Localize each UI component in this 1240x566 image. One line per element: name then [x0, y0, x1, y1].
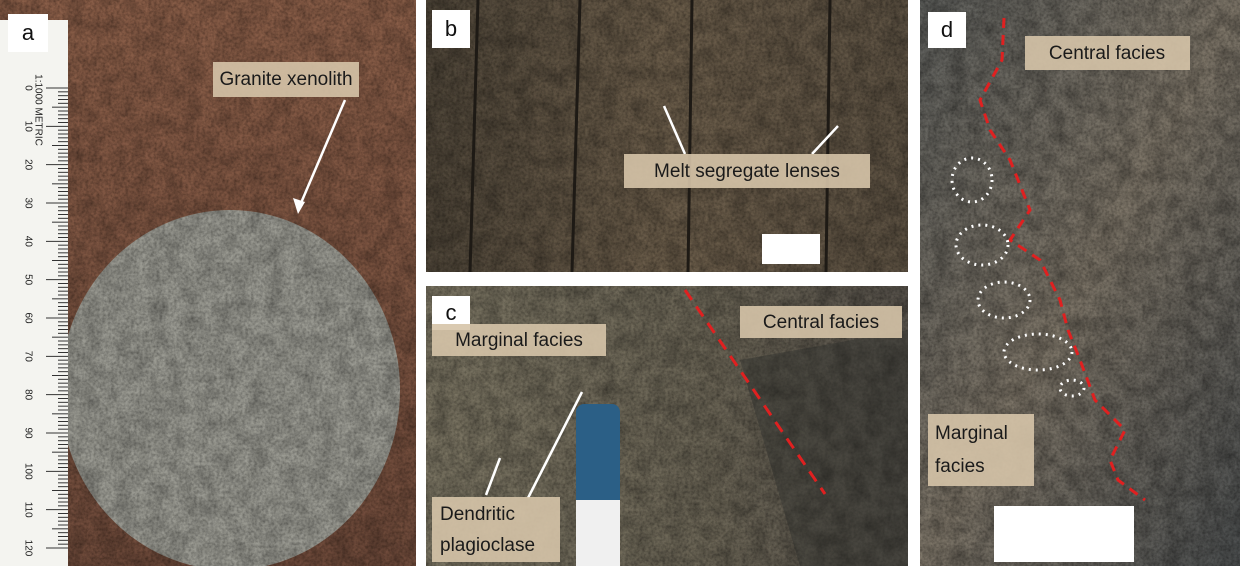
ruler-label: 20 — [22, 159, 33, 171]
figure: 0 10 20 30 40 50 60 70 80 90 100 110 120 1:1000 METR… — [0, 0, 1240, 566]
ruler-label: 60 — [22, 312, 33, 324]
label: Granite xenolith — [219, 69, 352, 90]
ruler-label: 40 — [22, 236, 33, 248]
ruler-label: 90 — [22, 427, 33, 439]
ruler-label: 10 — [22, 121, 33, 133]
label: Melt segregate lenses — [654, 161, 840, 182]
label: Marginal facies — [455, 330, 583, 351]
ruler-label: 100 — [22, 463, 33, 480]
ruler-label: 30 — [22, 197, 33, 209]
panel-letter: b — [445, 16, 457, 41]
label: Central facies — [763, 312, 879, 333]
panel-d: d Central facies Marginal facies — [920, 0, 1240, 566]
ruler-label: 0 — [22, 85, 33, 91]
scale-card — [762, 234, 820, 264]
label: facies — [935, 456, 985, 477]
label: Marginal — [935, 423, 1008, 444]
texture — [426, 0, 908, 272]
scale-card — [994, 506, 1134, 562]
ruler-label: 120 — [22, 540, 33, 557]
ruler-label: 70 — [22, 351, 33, 363]
pen-cap — [576, 500, 620, 566]
ruler-label: 110 — [22, 502, 33, 518]
panel-c: c Marginal facies Central facies Dendrit… — [426, 286, 908, 566]
ruler-label: 80 — [22, 389, 33, 401]
panel-letter: d — [941, 17, 953, 42]
panel-letter: a — [22, 20, 35, 45]
label: Dendritic — [440, 504, 515, 525]
panel-a: 0 10 20 30 40 50 60 70 80 90 100 110 120 1:1000 METR… — [0, 0, 416, 566]
panel-b: b Melt segregate lenses — [426, 0, 908, 272]
label: Central facies — [1049, 43, 1165, 64]
label: plagioclase — [440, 535, 535, 556]
ruler-label: 50 — [22, 274, 33, 286]
panel-letter: c — [446, 300, 457, 325]
ruler-caption: 1:1000 METRIC — [32, 74, 43, 146]
